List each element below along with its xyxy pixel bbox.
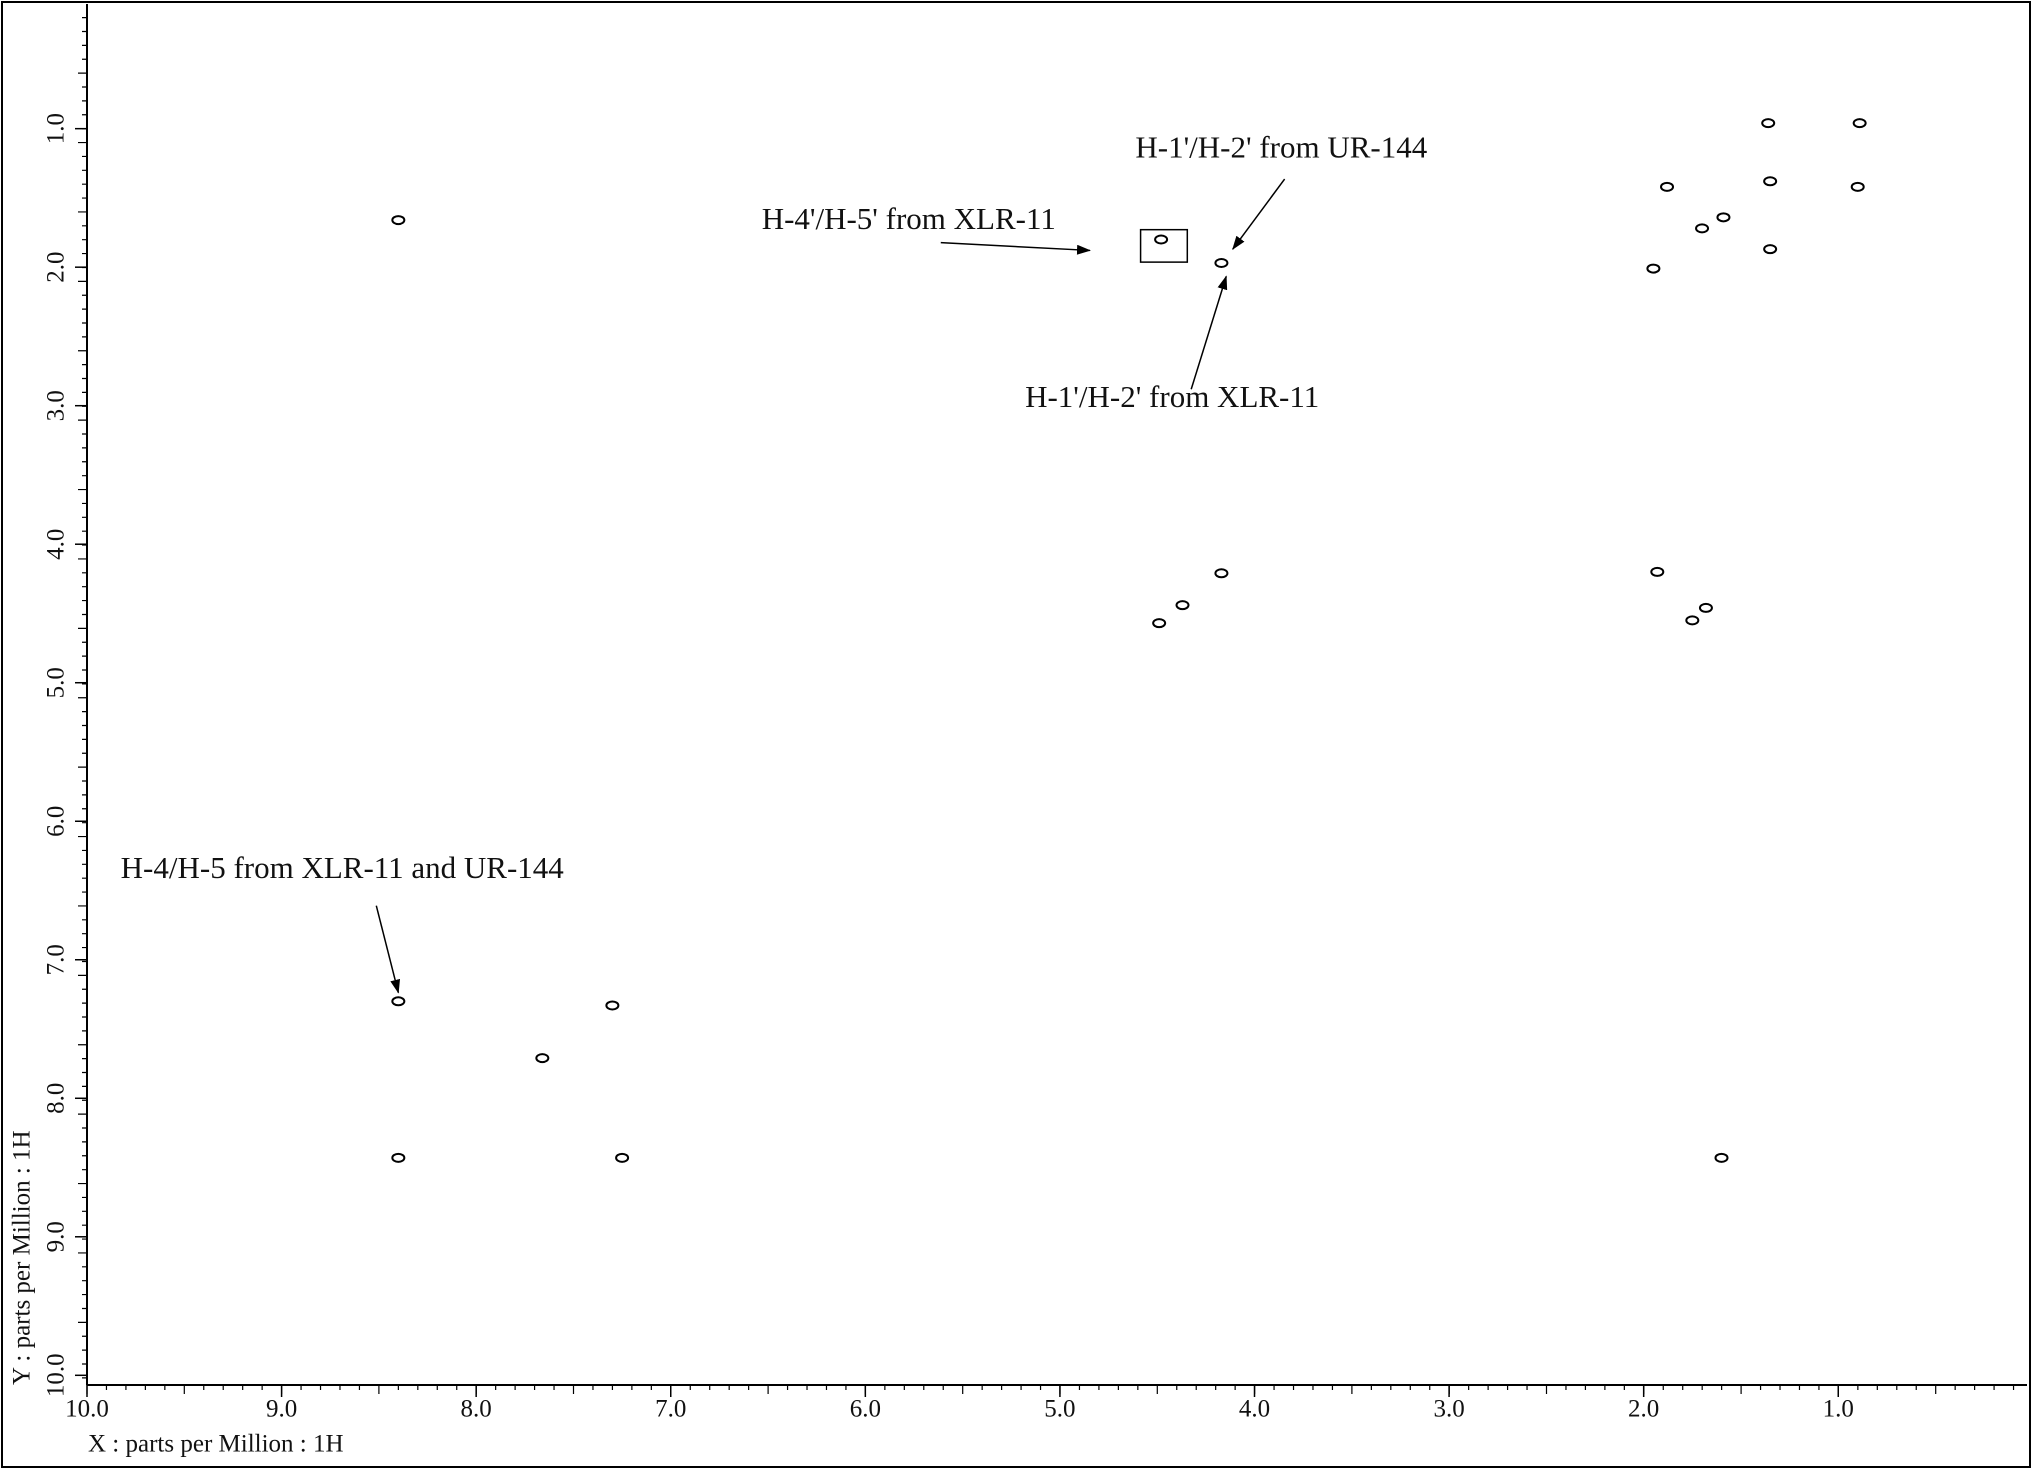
y-axis-label: Y : parts per Million : 1H: [9, 1130, 36, 1385]
x-tick-label: 6.0: [850, 1396, 881, 1423]
annotation: H-4'/H-5' from XLR-11: [762, 201, 1056, 236]
y-tick-label: 6.0: [43, 806, 70, 837]
cross-peak: [1214, 568, 1229, 579]
cross-peak: [1214, 258, 1229, 269]
cross-peak: [391, 1152, 406, 1163]
cross-peak: [391, 215, 406, 226]
y-tick-label: 5.0: [43, 667, 70, 698]
cross-peak: [1154, 234, 1169, 245]
x-tick-label: 10.0: [65, 1396, 109, 1423]
y-tick-label: 10.0: [43, 1353, 70, 1397]
x-tick-label: 9.0: [266, 1396, 297, 1423]
y-tick-label: 9.0: [43, 1221, 70, 1252]
annotation: H-1'/H-2' from UR-144: [1135, 130, 1427, 165]
y-tick-label: 7.0: [43, 944, 70, 975]
annotation: H-4/H-5 from XLR-11 and UR-144: [121, 850, 565, 885]
cross-peak: [605, 1000, 620, 1011]
y-tick-label: 3.0: [43, 390, 70, 421]
annotation-arrow: [1190, 275, 1228, 390]
cross-peak: [1152, 618, 1167, 629]
cross-peak: [391, 996, 406, 1007]
cross-peak: [1850, 181, 1865, 192]
x-tick-label: 8.0: [461, 1396, 492, 1423]
cross-peak: [1716, 212, 1731, 223]
y-tick-label: 4.0: [43, 529, 70, 560]
cross-peak: [535, 1053, 550, 1064]
cross-peak: [1763, 176, 1778, 187]
cross-peak: [1650, 566, 1665, 577]
x-tick-label: 5.0: [1044, 1396, 1075, 1423]
cross-peak: [1761, 118, 1776, 129]
y-tick-label: 2.0: [43, 252, 70, 283]
cross-peak: [615, 1152, 630, 1163]
cross-peak: [1763, 244, 1778, 255]
x-tick-label: 1.0: [1823, 1396, 1854, 1423]
cross-peak: [1714, 1152, 1729, 1163]
annotation-arrow: [1232, 178, 1286, 250]
cross-peak: [1695, 223, 1710, 234]
cross-peak: [1698, 602, 1713, 613]
cross-peak: [1646, 263, 1661, 274]
annotation-arrow: [940, 241, 1091, 255]
cross-peak: [1685, 615, 1700, 626]
x-axis-label: X : parts per Million : 1H: [88, 1431, 344, 1458]
highlight-box: [1139, 228, 1189, 263]
y-tick-label: 1.0: [43, 113, 70, 144]
x-tick-label: 3.0: [1433, 1396, 1464, 1423]
x-tick-label: 4.0: [1239, 1396, 1270, 1423]
cross-peak: [1660, 181, 1675, 192]
x-tick-label: 7.0: [655, 1396, 686, 1423]
cross-peak: [1852, 118, 1867, 129]
y-tick-label: 8.0: [43, 1083, 70, 1114]
x-tick-label: 2.0: [1628, 1396, 1659, 1423]
cross-peak: [1175, 600, 1190, 611]
annotation: H-1'/H-2' from XLR-11: [1025, 379, 1319, 414]
annotation-arrow: [375, 905, 401, 994]
